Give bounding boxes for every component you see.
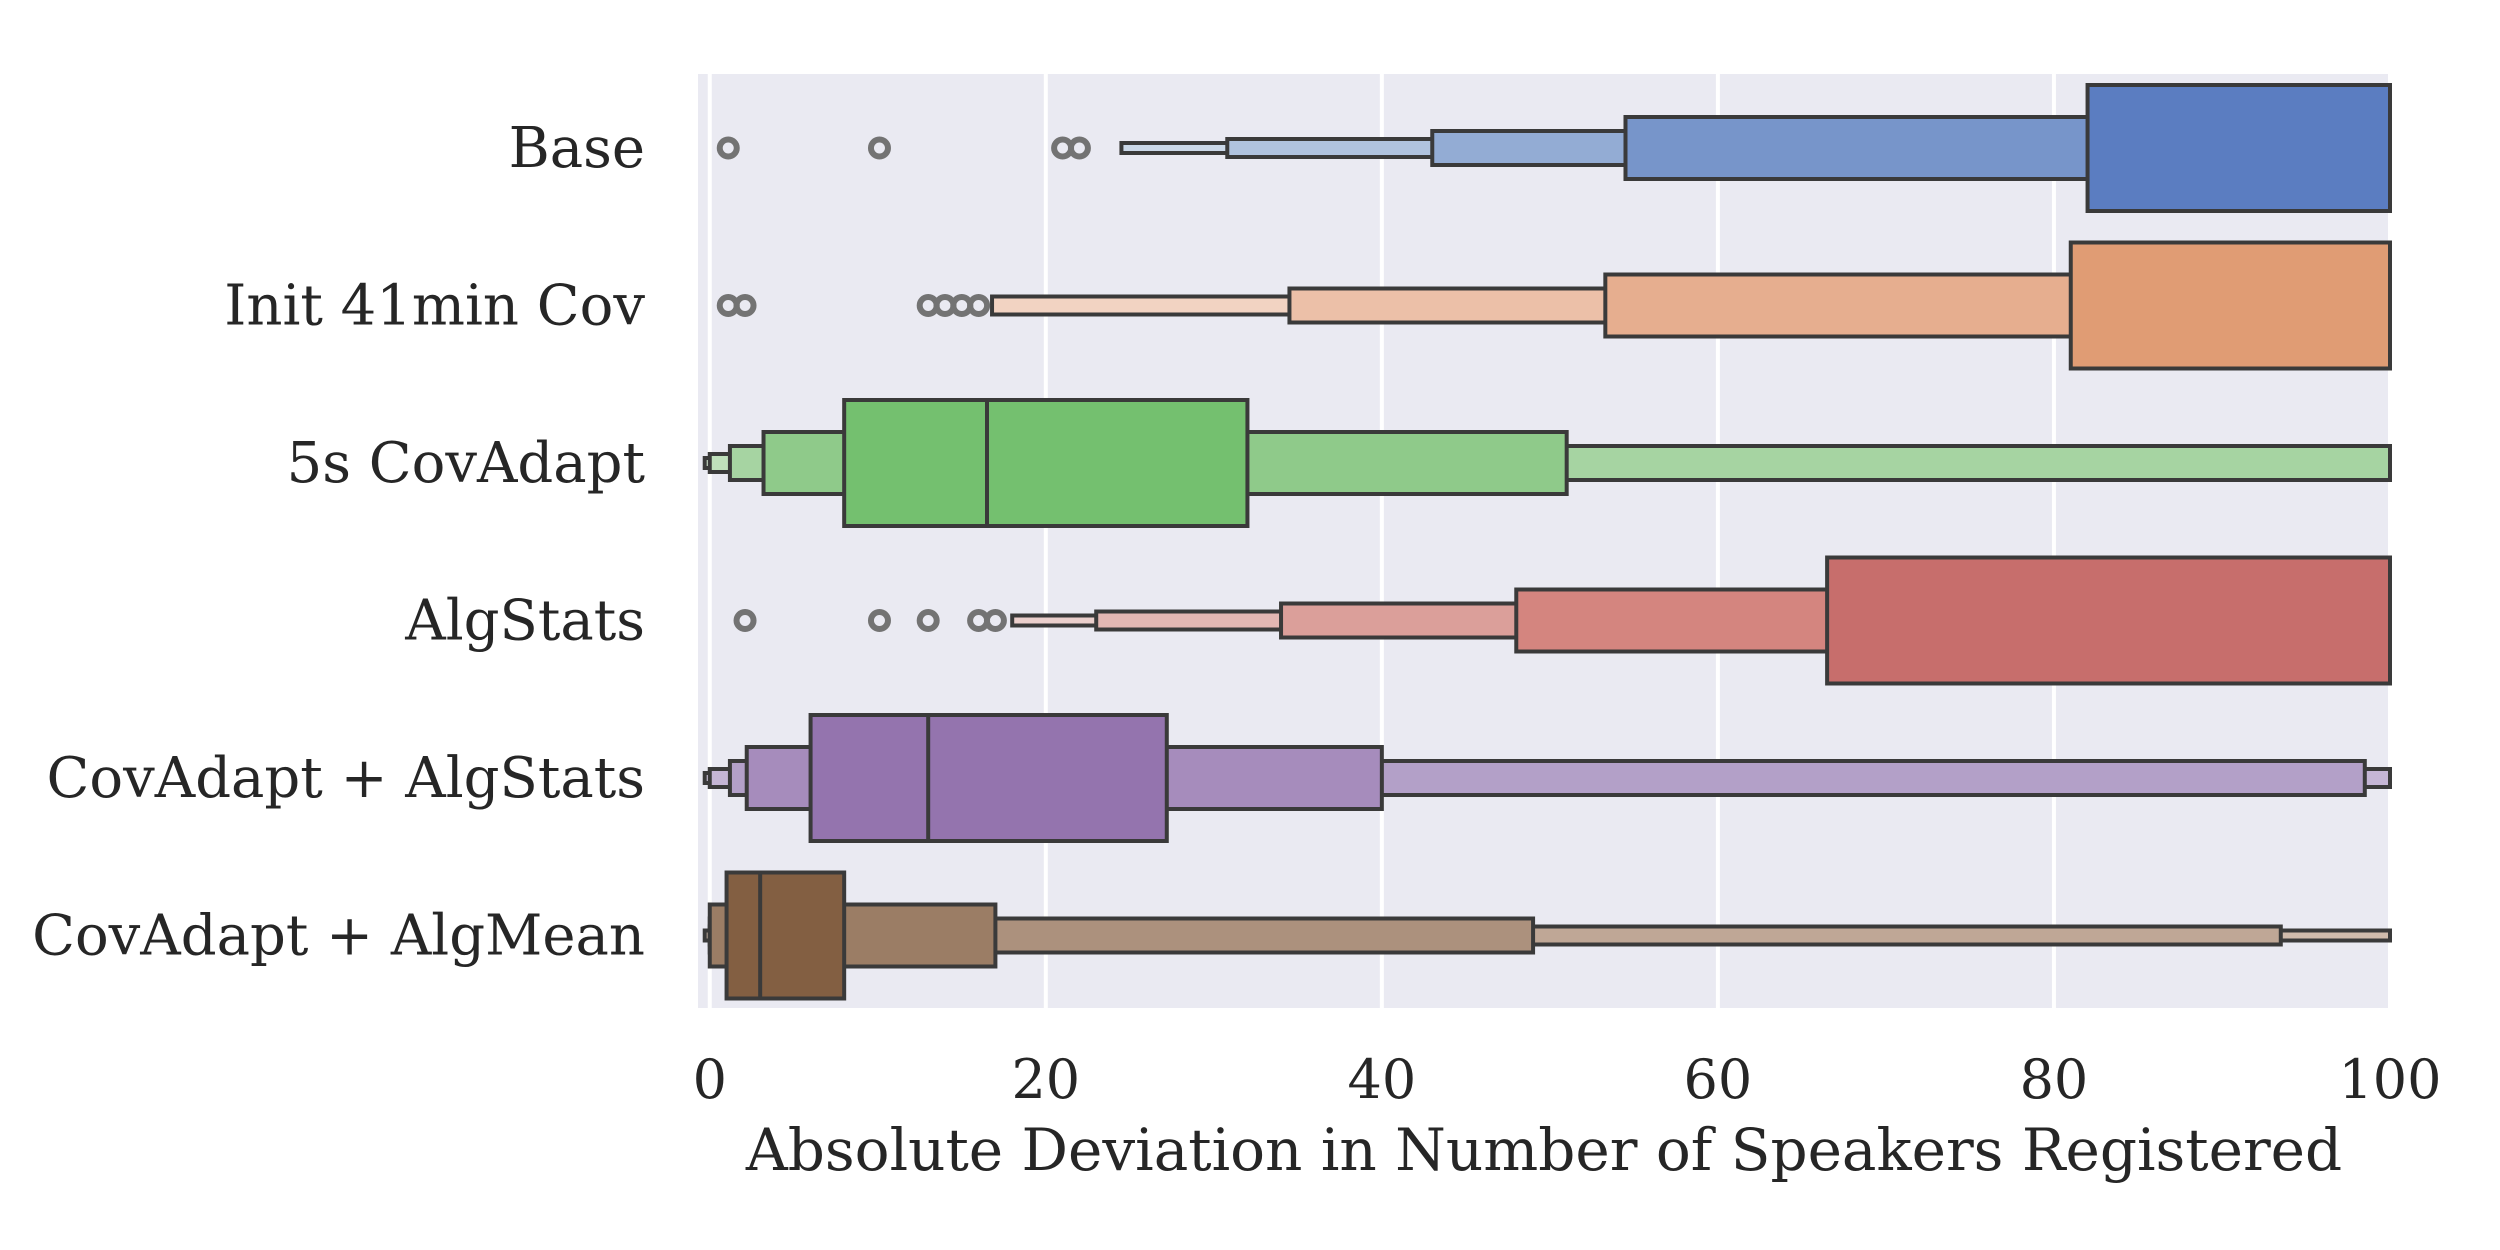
x-axis-label: Absolute Deviation in Number of Speakers… bbox=[745, 1116, 2342, 1184]
category-label: CovAdapt + AlgStats bbox=[47, 746, 645, 811]
outlier-point bbox=[916, 609, 940, 632]
category-labels: Base Init 41min Cov 5s CovAdapt AlgStats Cov… bbox=[32, 116, 645, 969]
plot-background bbox=[698, 74, 2390, 1008]
x-tick-label: 60 bbox=[1684, 1048, 1753, 1111]
category-label: 5s CovAdapt bbox=[287, 431, 646, 496]
boxen-box bbox=[808, 713, 1169, 843]
outlier-point bbox=[733, 609, 757, 632]
category-label: AlgStats bbox=[404, 589, 645, 654]
category-group bbox=[716, 83, 2393, 213]
outlier-point bbox=[867, 609, 891, 632]
category-group bbox=[702, 870, 2392, 1001]
category-label: Base bbox=[509, 116, 645, 181]
category-group bbox=[733, 555, 2393, 686]
boxen-series bbox=[702, 83, 2393, 1001]
x-tick-label: 20 bbox=[1011, 1048, 1080, 1111]
outlier-point bbox=[716, 136, 740, 160]
boxen-box bbox=[2068, 240, 2392, 371]
outlier-point bbox=[1067, 136, 1091, 160]
x-tick-label: 100 bbox=[2338, 1048, 2441, 1111]
category-label: CovAdapt + AlgMean bbox=[32, 904, 645, 969]
category-group bbox=[702, 398, 2392, 528]
boxen-box bbox=[2085, 83, 2393, 213]
outlier-point bbox=[867, 136, 891, 160]
boxen-box bbox=[842, 398, 1250, 528]
grid-lines bbox=[707, 74, 2392, 1008]
outlier-point bbox=[983, 609, 1007, 632]
boxen-box bbox=[724, 870, 847, 1001]
outlier-point bbox=[733, 294, 757, 317]
category-group bbox=[716, 240, 2393, 371]
category-label: Init 41min Cov bbox=[224, 274, 645, 339]
category-group bbox=[702, 713, 2392, 843]
outlier-point bbox=[967, 294, 991, 317]
boxen-box bbox=[1825, 555, 2392, 686]
x-tick-label: 0 bbox=[693, 1048, 727, 1111]
x-tick-labels: 0 20 40 60 80 100 bbox=[693, 1048, 2442, 1111]
x-tick-label: 40 bbox=[1347, 1048, 1416, 1111]
x-tick-label: 80 bbox=[2020, 1048, 2089, 1111]
